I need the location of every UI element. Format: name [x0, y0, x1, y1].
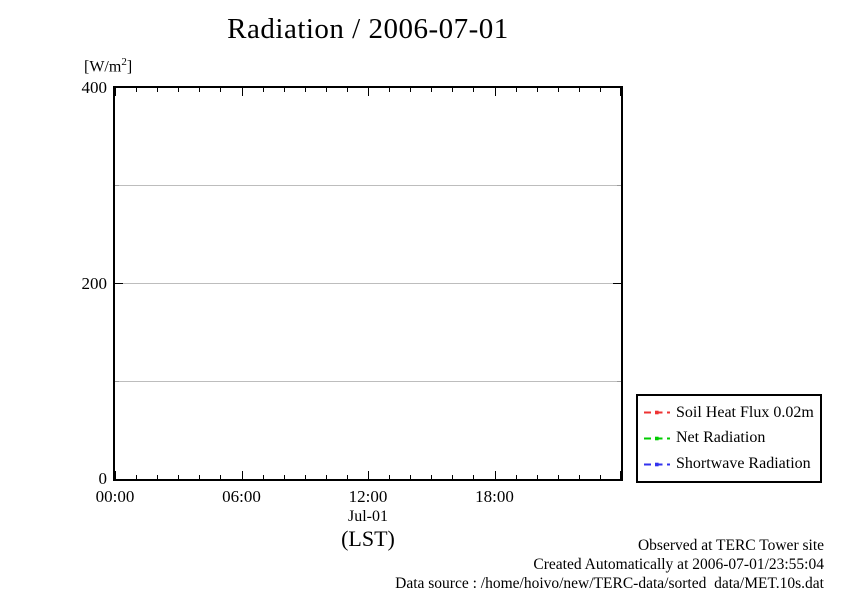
x-tick-label-0000: 00:00 — [95, 487, 135, 506]
x-tick-bottom — [241, 471, 243, 479]
x-tick-top — [325, 88, 327, 92]
gridline-y-100 — [115, 380, 621, 382]
y-tick-left — [115, 185, 119, 187]
gridline-y-200 — [115, 283, 621, 284]
legend-item-soil-heat-flux: Soil Heat Flux 0.02m — [644, 404, 814, 422]
x-tick-label-1200: 12:00 — [348, 487, 388, 506]
x-tick-top — [431, 88, 433, 92]
y-tick-label-200: 200 — [81, 273, 108, 293]
x-tick-top — [389, 88, 391, 92]
dashed-line-marker-icon — [644, 436, 670, 441]
x-tick-bottom — [346, 475, 348, 479]
x-tick-top — [115, 88, 116, 96]
x-tick-bottom — [220, 475, 222, 479]
gridline-y-300 — [115, 185, 621, 187]
x-tick-top — [262, 88, 264, 92]
x-tick-bottom — [283, 475, 285, 479]
x-tick-top — [452, 88, 454, 92]
y-unit-prefix: [W/m — [84, 58, 122, 76]
y-tick-right — [613, 283, 621, 284]
x-tick-bottom — [515, 475, 517, 479]
y-tick-left — [115, 380, 119, 382]
y-unit-superscript: 2 — [121, 56, 127, 68]
x-tick-top — [515, 88, 517, 92]
dashed-line-marker-icon — [644, 462, 670, 466]
y-unit-suffix: ] — [126, 58, 133, 76]
x-tick-bottom — [599, 475, 601, 479]
x-tick-bottom — [494, 471, 496, 479]
x-tick-top — [220, 88, 222, 92]
x-tick-label-1800: 18:00 — [475, 487, 514, 506]
x-tick-bottom — [262, 475, 264, 479]
footer-observed-at: Observed at TERC Tower site — [637, 537, 824, 554]
legend: Soil Heat Flux 0.02m Net Radiation Short… — [636, 394, 822, 483]
x-tick-bottom — [431, 475, 433, 479]
x-tick-top — [536, 88, 538, 92]
x-tick-top — [346, 88, 348, 92]
legend-label: Net Radiation — [676, 429, 766, 447]
legend-item-shortwave-radiation: Shortwave Radiation — [644, 455, 814, 473]
x-tick-bottom — [578, 475, 580, 479]
x-tick-top — [473, 88, 475, 92]
x-tick-top — [241, 88, 243, 96]
x-tick-top — [620, 88, 621, 96]
x-tick-top — [578, 88, 580, 92]
x-tick-top — [557, 88, 559, 92]
x-tick-bottom — [452, 475, 454, 479]
x-tick-bottom — [557, 475, 559, 479]
x-tick-bottom — [473, 475, 475, 479]
x-tick-bottom — [368, 471, 369, 479]
x-tick-top — [199, 88, 201, 92]
x-tick-bottom — [199, 475, 201, 479]
x-tick-bottom — [115, 471, 116, 479]
x-tick-top — [136, 88, 138, 92]
legend-item-net-radiation: Net Radiation — [644, 429, 814, 447]
x-tick-top — [283, 88, 285, 92]
x-tick-label-0600: 06:00 — [222, 487, 261, 506]
x-tick-bottom — [157, 475, 159, 479]
legend-label: Soil Heat Flux 0.02m — [676, 403, 814, 421]
x-tick-top — [410, 88, 412, 92]
y-axis-unit-label: [W/m2] — [84, 56, 132, 76]
x-tick-top — [178, 88, 180, 92]
x-tick-bottom — [389, 475, 391, 479]
chart-title: Radiation / 2006-07-01 — [227, 13, 509, 45]
footer-created-at: Created Automatically at 2006-07-01/23:5… — [533, 556, 824, 573]
x-tick-top — [157, 88, 159, 92]
x-tick-bottom — [136, 475, 138, 479]
y-tick-label-0: 0 — [98, 469, 108, 488]
x-tick-top — [368, 88, 369, 96]
y-tick-left — [115, 283, 123, 284]
x-tick-top — [599, 88, 601, 92]
x-tick-bottom — [620, 471, 621, 479]
y-tick-label-400: 400 — [81, 78, 108, 97]
x-tick-bottom — [325, 475, 327, 479]
y-tick-right — [617, 185, 621, 187]
y-tick-right — [617, 380, 621, 382]
x-axis-date-label: Jul-01 — [348, 508, 388, 525]
legend-label: Shortwave Radiation — [676, 455, 811, 473]
dashed-line-marker-icon — [644, 411, 670, 415]
x-tick-bottom — [178, 475, 180, 479]
x-tick-bottom — [304, 475, 306, 479]
x-tick-bottom — [410, 475, 412, 479]
x-tick-bottom — [536, 475, 538, 479]
x-tick-top — [494, 88, 496, 96]
x-tick-top — [304, 88, 306, 92]
x-axis-timezone-label: (LST) — [341, 526, 395, 551]
footer-data-source: Data source : /home/hoivo/new/TERC-data/… — [395, 575, 824, 592]
plot-area — [113, 86, 623, 481]
